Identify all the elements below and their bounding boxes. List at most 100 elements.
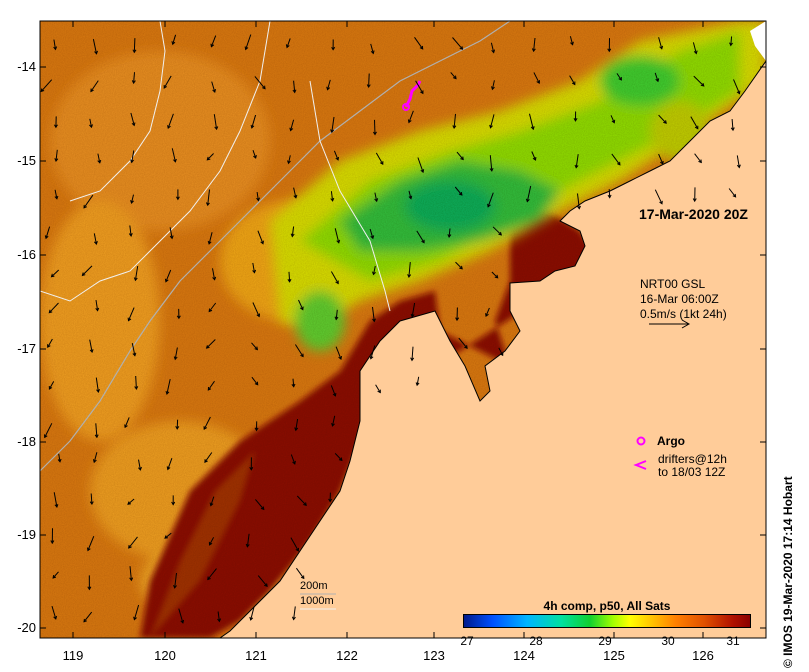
current-vector xyxy=(292,378,295,387)
current-vector-head xyxy=(47,344,51,349)
current-vector xyxy=(252,262,255,273)
current-vector-head xyxy=(173,158,177,163)
current-vector-head xyxy=(499,352,504,357)
current-vector xyxy=(89,118,92,128)
current-vector xyxy=(48,302,59,314)
current-vector xyxy=(490,114,495,128)
current-vector xyxy=(83,194,94,209)
current-vector-head xyxy=(53,124,58,129)
current-vector-head xyxy=(180,619,185,624)
current-vector xyxy=(330,271,339,284)
current-vector-head xyxy=(163,85,168,89)
current-vector xyxy=(608,189,611,198)
current-vector-head xyxy=(209,502,214,507)
current-vector-head xyxy=(460,156,464,161)
sst-field xyxy=(40,21,766,638)
current-vector xyxy=(373,265,376,275)
current-vector-head xyxy=(127,501,132,505)
cloud-gap xyxy=(750,21,766,61)
current-vector xyxy=(54,189,58,199)
current-vector xyxy=(58,453,61,462)
current-vector xyxy=(452,37,463,50)
current-vector xyxy=(491,80,495,90)
current-vector xyxy=(129,225,132,237)
current-vector xyxy=(167,458,173,470)
lat-tick-label: -14 xyxy=(17,59,36,74)
current-vector-head xyxy=(332,392,337,397)
current-vector-head xyxy=(611,119,616,124)
current-vector xyxy=(51,605,57,620)
current-vector xyxy=(416,230,425,243)
current-vector-head xyxy=(90,88,94,93)
current-vector xyxy=(330,385,336,397)
current-vector xyxy=(569,36,574,45)
current-vector-head xyxy=(130,159,134,164)
current-vector xyxy=(374,192,378,202)
current-vector xyxy=(368,73,370,88)
current-vector xyxy=(169,227,173,239)
current-vector xyxy=(127,498,135,505)
current-vector xyxy=(374,119,376,135)
current-vector-head xyxy=(698,159,702,164)
current-vector xyxy=(51,269,60,278)
current-vector-head xyxy=(83,618,87,623)
lat-tick-label: -20 xyxy=(17,620,36,635)
current-vector-head xyxy=(81,272,86,277)
current-vector-head xyxy=(173,356,178,361)
argo-marker xyxy=(402,103,410,111)
current-vector xyxy=(498,347,504,356)
current-vector xyxy=(40,79,53,92)
current-vector xyxy=(95,377,99,393)
current-vector xyxy=(658,153,664,165)
current-vector-head xyxy=(128,544,132,549)
current-vector xyxy=(456,151,464,160)
current-vector xyxy=(131,194,134,204)
current-vector xyxy=(290,537,299,552)
current-vector-head xyxy=(245,543,250,548)
current-vector xyxy=(288,271,291,282)
current-vector-head xyxy=(420,90,424,95)
current-vector-head xyxy=(659,45,664,50)
current-vector xyxy=(454,186,463,196)
drifter-legend-label: drifters@12h xyxy=(658,452,727,466)
current-vector-head xyxy=(203,426,208,431)
lat-tick-label: -18 xyxy=(17,434,36,449)
current-vector-head xyxy=(176,315,181,320)
current-vector xyxy=(128,307,135,321)
current-vector-head xyxy=(95,307,100,312)
current-vector xyxy=(694,153,702,163)
current-vector-head xyxy=(331,46,336,51)
current-vector-head xyxy=(165,390,170,395)
lon-tick-label: 126 xyxy=(692,648,714,663)
current-vector-head xyxy=(253,154,257,159)
current-vector xyxy=(131,342,136,356)
current-vector xyxy=(290,454,296,465)
current-vector xyxy=(178,608,184,624)
current-vector xyxy=(533,37,536,52)
current-vector-head xyxy=(452,125,457,130)
current-vector-head xyxy=(124,424,128,429)
land-mass xyxy=(219,60,766,638)
current-vector-head xyxy=(530,126,535,131)
current-vector-head xyxy=(607,194,612,199)
current-vector xyxy=(370,43,374,54)
lat-tick-label: -19 xyxy=(17,527,36,542)
current-vector xyxy=(693,75,705,87)
current-vector-head xyxy=(264,583,268,588)
contour-1000m-swatch xyxy=(300,608,336,610)
lat-tick-label: -17 xyxy=(17,341,36,356)
colorbar-tick: 31 xyxy=(726,634,740,648)
lon-tick-label: 123 xyxy=(423,648,445,663)
current-vector-head xyxy=(366,84,371,89)
current-vector-head xyxy=(44,235,49,240)
current-vector xyxy=(210,496,215,506)
current-vector-head xyxy=(50,540,55,545)
current-vector xyxy=(294,344,304,357)
current-vector-head xyxy=(331,422,335,427)
current-vector xyxy=(333,150,339,161)
current-vector-head xyxy=(571,81,576,86)
current-vector xyxy=(257,230,264,244)
current-vector-head xyxy=(420,169,425,174)
current-vector-head xyxy=(52,575,57,579)
current-vector-head xyxy=(370,50,375,55)
